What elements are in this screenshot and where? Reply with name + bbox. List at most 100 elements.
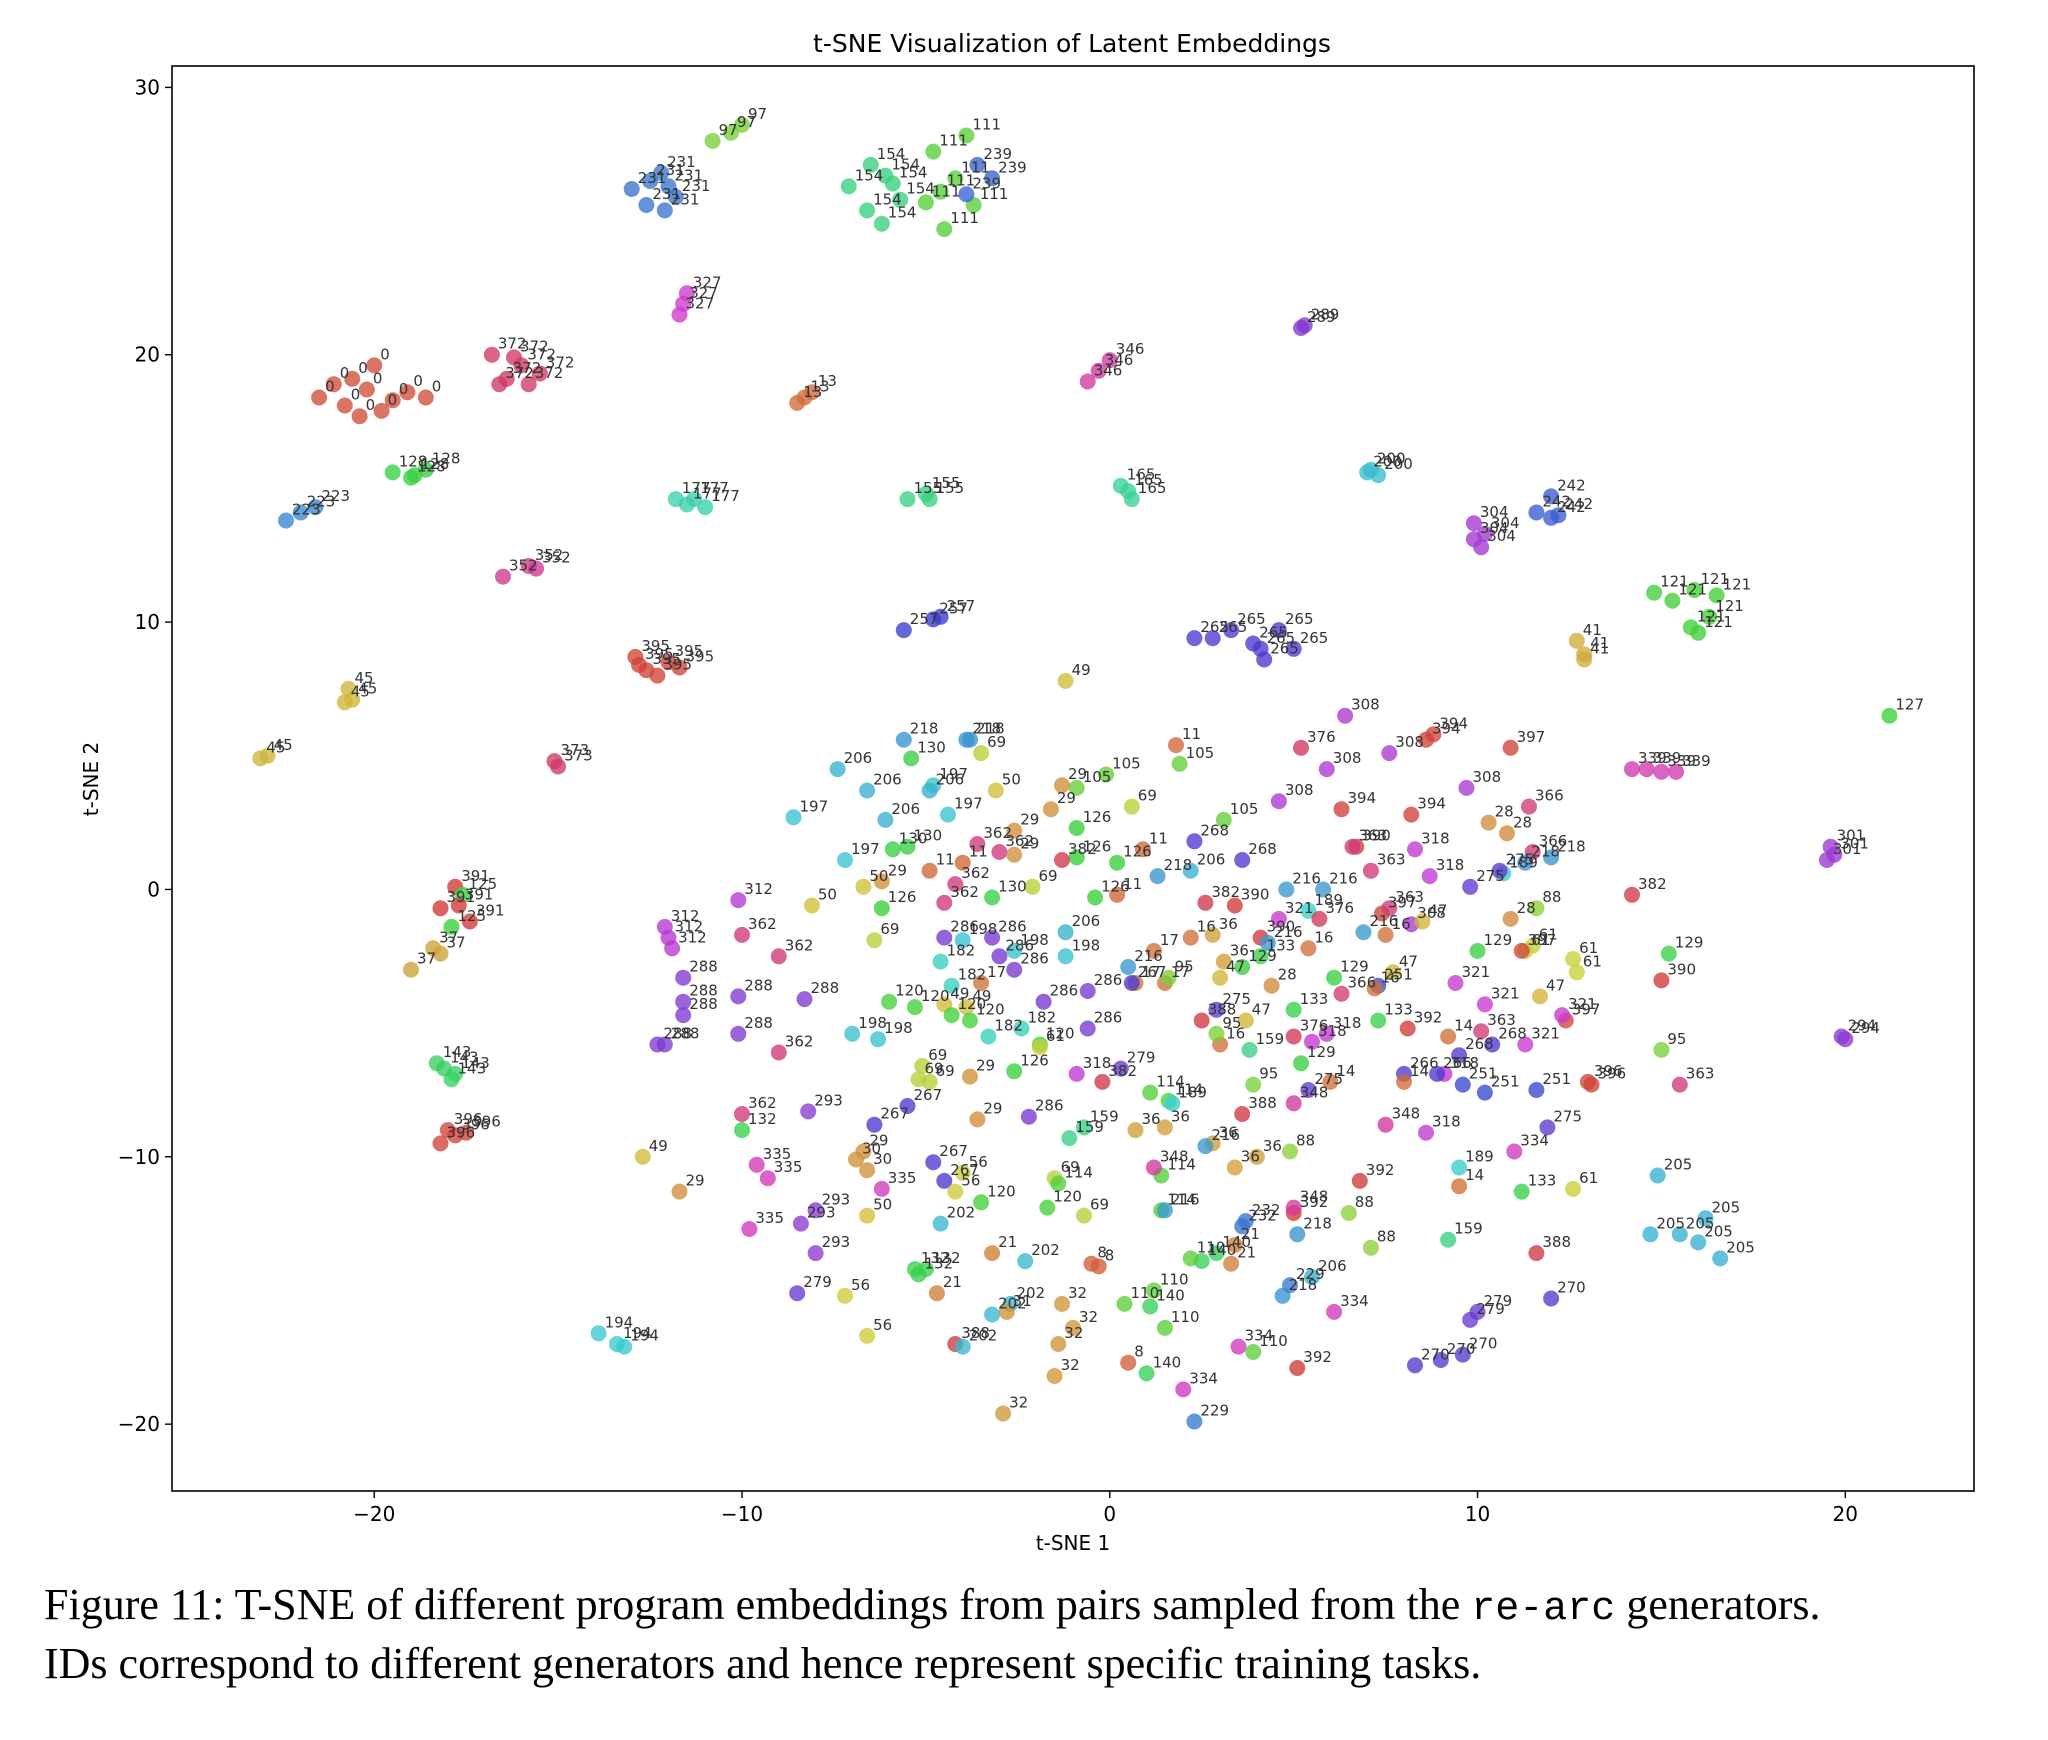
scatter-point	[730, 1025, 747, 1042]
point-id-label: 373	[561, 741, 590, 759]
point-id-label: 49	[950, 984, 969, 1002]
point-id-label: 362	[961, 864, 990, 882]
point-id-label: 352	[535, 546, 564, 564]
point-id-label: 294	[1848, 1017, 1877, 1035]
point-id-label: 154	[906, 180, 935, 198]
point-id-label: 45	[266, 738, 285, 756]
scatter-point	[678, 285, 695, 302]
point-id-label: 154	[891, 156, 920, 174]
point-id-label: 120	[921, 987, 950, 1005]
point-id-label: 13	[818, 372, 837, 390]
point-id-label: 293	[822, 1233, 851, 1251]
point-id-label: 239	[998, 158, 1027, 176]
scatter-point	[921, 1073, 938, 1090]
point-id-label: 275	[1506, 851, 1535, 869]
point-id-label: 327	[693, 273, 722, 291]
point-id-label: 288	[689, 958, 718, 976]
point-id-label: 129	[1307, 1043, 1336, 1061]
point-id-label: 133	[1384, 1001, 1413, 1019]
point-id-label: 339	[1682, 752, 1711, 770]
scatter-point	[1690, 1234, 1707, 1251]
point-id-label: 270	[1557, 1279, 1586, 1297]
scatter-point	[741, 1221, 758, 1237]
point-id-label: 218	[976, 720, 1005, 738]
scatter-point	[903, 750, 920, 767]
scatter-point	[1252, 948, 1269, 965]
scatter-point	[759, 1170, 776, 1187]
scatter-point	[1079, 983, 1096, 999]
scatter-point	[859, 1207, 876, 1224]
point-id-label: 257	[939, 599, 968, 617]
point-id-label: 318	[1450, 1054, 1479, 1072]
point-id-label: 376	[1300, 1017, 1329, 1035]
point-id-label: 265	[1200, 618, 1229, 636]
point-id-label: 289	[1307, 308, 1336, 326]
scatter-point	[495, 568, 511, 585]
scatter-point	[1326, 1303, 1343, 1320]
point-id-label: 388	[961, 1324, 990, 1342]
scatter-point	[785, 809, 802, 826]
scatter-point	[859, 1327, 876, 1344]
point-id-label: 321	[1462, 963, 1491, 981]
scatter-point	[1690, 624, 1707, 641]
scatter-point	[859, 202, 876, 219]
point-id-label: 239	[972, 174, 1001, 192]
point-id-label: 335	[888, 1169, 917, 1187]
scatter-point	[1712, 1250, 1729, 1267]
point-id-label: 267	[1138, 963, 1167, 981]
point-id-label: 372	[498, 335, 527, 353]
scatter-point	[1462, 878, 1479, 895]
point-id-label: 339	[1653, 749, 1682, 767]
point-id-label: 17	[1142, 963, 1161, 981]
point-id-label: 69	[1039, 867, 1058, 885]
point-id-label: 395	[686, 648, 715, 666]
point-id-label: 47	[1252, 1001, 1271, 1019]
scatter-point	[936, 894, 953, 911]
scatter-point	[1079, 373, 1096, 390]
scatter-point	[873, 1180, 890, 1197]
point-id-label: 36	[1219, 915, 1238, 933]
scatter-point	[1513, 1183, 1530, 1200]
scatter-point	[1134, 841, 1151, 858]
scatter-point	[734, 926, 750, 943]
y-tick-label: 10	[135, 610, 160, 634]
scatter-point	[862, 156, 879, 173]
scatter-point	[899, 491, 916, 508]
scatter-point	[1491, 862, 1508, 879]
point-id-label: 366	[1348, 974, 1377, 992]
scatter-point	[1208, 1245, 1225, 1262]
scatter-point	[417, 389, 434, 406]
scatter-point	[671, 659, 688, 676]
point-id-label: 110	[1197, 1238, 1226, 1256]
scatter-point	[1686, 582, 1703, 598]
point-id-label: 0	[432, 378, 442, 396]
scatter-point	[1087, 889, 1104, 906]
point-id-label: 45	[274, 736, 293, 754]
point-id-label: 396	[1594, 1062, 1623, 1080]
point-id-label: 335	[755, 1209, 784, 1227]
y-tick-label: 30	[135, 75, 160, 99]
point-id-label: 69	[925, 1059, 944, 1077]
scatter-point	[1112, 1060, 1129, 1077]
point-id-label: 382	[1068, 840, 1097, 858]
scatter-point	[1638, 761, 1655, 778]
scatter-point	[770, 948, 787, 965]
point-id-label: 288	[744, 1014, 773, 1032]
scatter-point	[1160, 969, 1177, 986]
scatter-point	[634, 1148, 651, 1165]
scatter-point	[859, 1162, 876, 1179]
point-id-label: 318	[1436, 856, 1465, 874]
point-id-label: 327	[689, 284, 718, 302]
scatter-point	[1528, 504, 1545, 521]
point-id-label: 126	[1101, 878, 1130, 896]
scatter-point	[984, 929, 1001, 946]
scatter-point	[921, 491, 938, 508]
point-id-label: 32	[1061, 1356, 1080, 1374]
scatter-point	[998, 1303, 1015, 1320]
point-id-label: 362	[748, 915, 777, 933]
point-id-label: 265	[1270, 640, 1299, 658]
point-id-label: 335	[774, 1158, 803, 1176]
tsne-chart: t-SNE Visualization of Latent Embeddings…	[79, 29, 1975, 1555]
scatter-point	[1583, 1076, 1600, 1093]
point-id-label: 267	[939, 1142, 968, 1160]
